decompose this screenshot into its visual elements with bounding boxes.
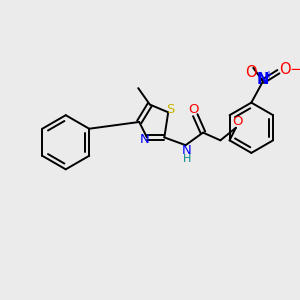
Text: N: N: [257, 72, 269, 87]
Text: +: +: [264, 70, 272, 80]
Text: O: O: [245, 65, 257, 80]
Text: O: O: [188, 103, 199, 116]
Text: N: N: [140, 133, 150, 146]
Text: −: −: [290, 62, 300, 77]
Text: S: S: [166, 103, 174, 116]
Text: O: O: [279, 62, 291, 77]
Text: H: H: [182, 154, 191, 164]
Text: N: N: [182, 145, 191, 158]
Text: O: O: [232, 116, 243, 128]
